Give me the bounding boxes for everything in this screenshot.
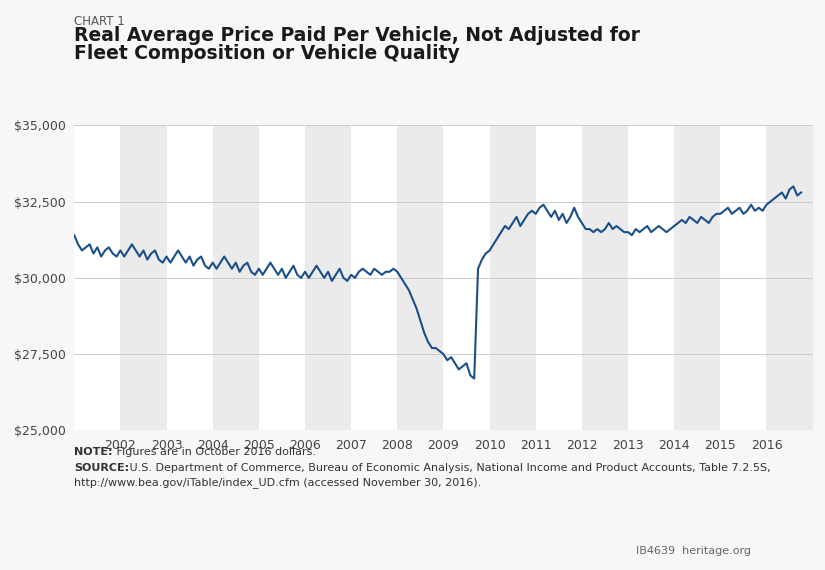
Text: Real Average Price Paid Per Vehicle, Not Adjusted for: Real Average Price Paid Per Vehicle, Not… [74,26,640,44]
Bar [489,125,535,430]
Bar [766,125,813,430]
Bar [305,125,351,430]
Text: IB4639  heritage.org: IB4639 heritage.org [636,545,751,556]
Text: Figures are in October 2016 dollars.: Figures are in October 2016 dollars. [113,447,316,458]
Bar [398,125,444,430]
Bar [582,125,628,430]
Bar [674,125,720,430]
Text: http://www.bea.gov/iTable/index_UD.cfm (accessed November 30, 2016).: http://www.bea.gov/iTable/index_UD.cfm (… [74,477,482,488]
Bar [213,125,259,430]
Bar [120,125,167,430]
Text: Fleet Composition or Vehicle Quality: Fleet Composition or Vehicle Quality [74,44,460,63]
Text: NOTE:: NOTE: [74,447,113,458]
Text: U.S. Department of Commerce, Bureau of Economic Analysis, National Income and Pr: U.S. Department of Commerce, Bureau of E… [126,463,771,473]
Text: SOURCE:: SOURCE: [74,463,130,473]
Text: CHART 1: CHART 1 [74,15,125,28]
